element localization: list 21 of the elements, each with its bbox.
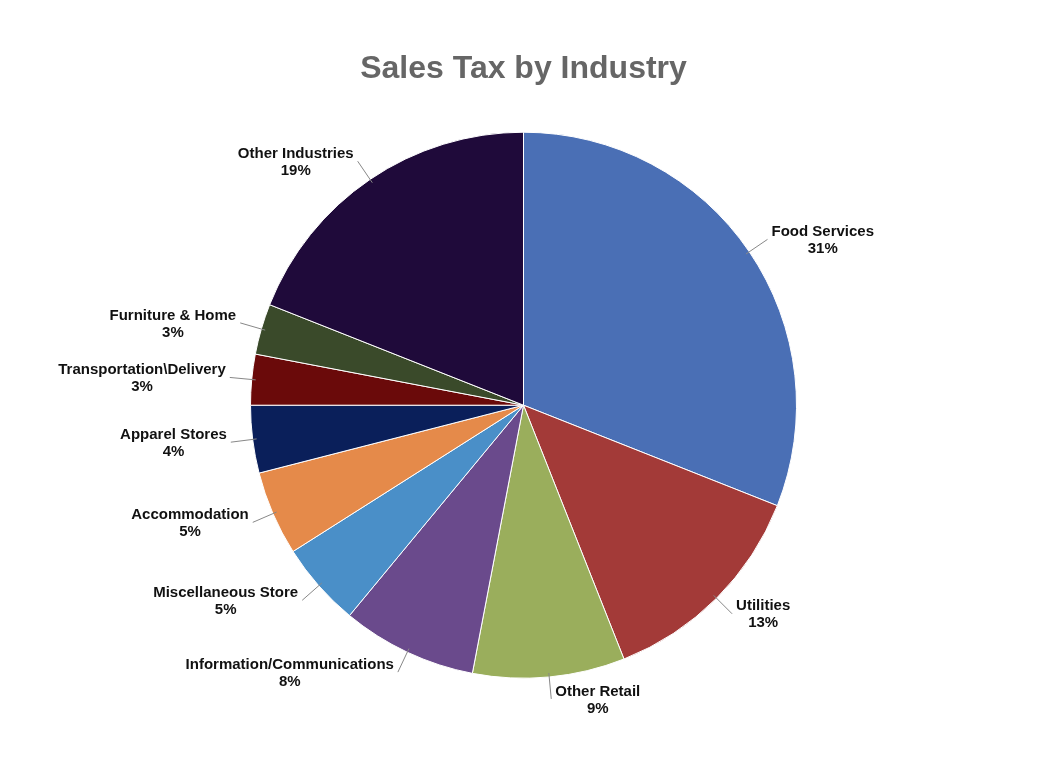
slice-label: Apparel Stores — [120, 424, 227, 442]
data-label: 5% — [179, 522, 201, 539]
data-label: 31% — [807, 239, 838, 257]
data-label: 9% — [586, 698, 609, 716]
slice-label: Utilities — [736, 596, 791, 614]
slice-label: Furniture & Home — [109, 305, 237, 323]
slice-label: Information/Communications — [185, 654, 394, 672]
slice-label: Food Services — [771, 222, 875, 240]
slice-label: Miscellaneous Store — [153, 582, 299, 600]
slice-label: Other Industries — [237, 143, 354, 161]
slice-label: Accommodation — [131, 505, 249, 522]
data-label: 3% — [162, 322, 184, 340]
data-label: 8% — [278, 671, 301, 689]
data-label: 5% — [214, 599, 237, 617]
slice-label: Other Retail — [555, 681, 641, 699]
data-label: 4% — [162, 441, 185, 459]
slice-label: Transportation\Delivery — [58, 360, 227, 378]
data-label: 13% — [748, 613, 779, 631]
chart-title: Sales Tax by Industry — [360, 49, 688, 86]
data-label: 19% — [280, 160, 311, 178]
data-label: 3% — [131, 377, 153, 395]
